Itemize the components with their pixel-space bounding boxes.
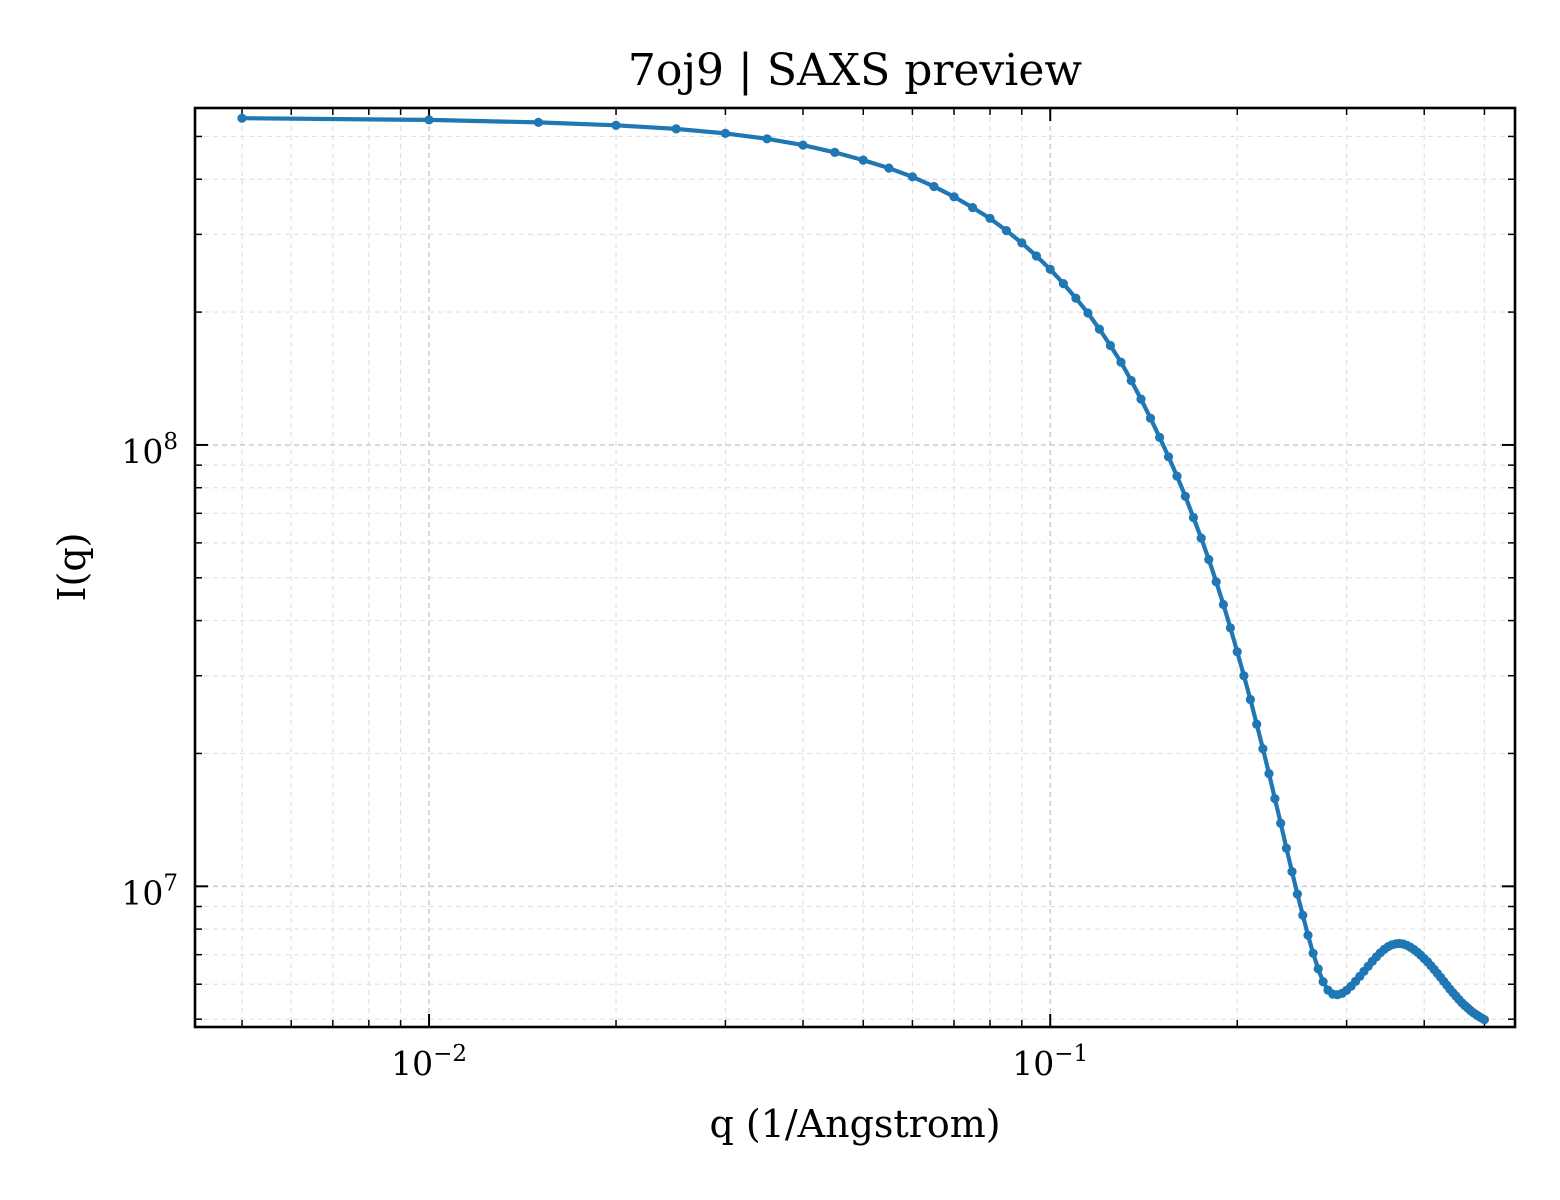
- data-point: [1211, 577, 1221, 587]
- data-point: [830, 147, 840, 157]
- data-point: [1276, 818, 1286, 828]
- data-point: [1308, 948, 1318, 958]
- data-point: [798, 140, 808, 150]
- data-point: [1303, 930, 1313, 940]
- data-point: [1479, 1015, 1489, 1025]
- data-point: [929, 181, 939, 192]
- data-point: [1298, 910, 1308, 920]
- y-tick-exponent: 8: [163, 429, 178, 455]
- y-tick-base: 10: [121, 432, 163, 471]
- data-point: [1264, 769, 1274, 779]
- data-point: [762, 134, 772, 144]
- x-tick-exponent: −1: [1054, 1041, 1088, 1067]
- data-point: [1218, 599, 1228, 610]
- data-point: [1225, 623, 1235, 633]
- data-point: [1292, 889, 1302, 899]
- data-point: [1136, 394, 1146, 404]
- data-point: [1252, 719, 1262, 729]
- data-point: [1318, 977, 1328, 987]
- data-point: [1094, 324, 1104, 334]
- x-tick-base: 10: [1012, 1044, 1054, 1083]
- chart-title: 7oj9 | SAXS preview: [628, 45, 1082, 96]
- data-point: [1313, 964, 1323, 974]
- data-point: [1163, 452, 1174, 462]
- data-point: [858, 155, 868, 165]
- data-point: [1245, 694, 1255, 705]
- data-point: [671, 124, 681, 134]
- data-point: [1116, 357, 1126, 367]
- data-point: [1105, 340, 1115, 351]
- data-point: [949, 192, 959, 202]
- data-point: [1287, 867, 1297, 877]
- y-tick-label: 108: [121, 429, 178, 471]
- data-point: [1126, 375, 1136, 386]
- data-point: [1083, 308, 1093, 318]
- data-point: [1071, 293, 1081, 303]
- data-point: [1045, 264, 1055, 274]
- data-point: [1232, 647, 1242, 657]
- data-point: [1001, 226, 1012, 236]
- data-point: [1058, 279, 1068, 289]
- data-point: [720, 128, 731, 138]
- data-point: [1031, 251, 1041, 261]
- x-axis-label: q (1/Angstrom): [709, 1102, 1000, 1146]
- y-tick-label: 107: [121, 870, 178, 912]
- series-layer: [237, 113, 1489, 1025]
- data-point: [1188, 512, 1198, 523]
- data-point: [424, 115, 434, 125]
- data-point: [1180, 491, 1190, 501]
- grid-lines: [195, 108, 1515, 1027]
- data-point: [1270, 794, 1280, 804]
- x-tick-label: 10−1: [1012, 1041, 1088, 1083]
- data-point: [884, 163, 894, 173]
- data-point: [1258, 744, 1268, 754]
- data-point: [1204, 554, 1214, 565]
- axis-ticks: [195, 108, 1515, 1027]
- data-point: [533, 117, 544, 127]
- data-point: [907, 172, 918, 182]
- data-point: [1196, 533, 1206, 543]
- x-tick-labels: 10−2 10−1: [391, 1041, 1088, 1083]
- x-tick-exponent: −2: [433, 1041, 467, 1067]
- plot-area-frame: [193, 106, 1517, 1029]
- data-point: [1239, 671, 1249, 681]
- y-tick-base: 10: [121, 873, 163, 912]
- data-point: [1017, 238, 1027, 248]
- x-tick-base: 10: [391, 1044, 433, 1083]
- data-point: [1145, 413, 1156, 423]
- data-point: [985, 213, 995, 223]
- data-point: [237, 113, 247, 123]
- y-axis-label: I(q): [50, 533, 94, 602]
- data-point: [1155, 432, 1165, 442]
- data-point: [1172, 471, 1182, 481]
- x-tick-label: 10−2: [391, 1041, 467, 1083]
- y-tick-exponent: 7: [163, 870, 178, 896]
- data-point: [968, 203, 978, 213]
- data-point: [1281, 843, 1291, 853]
- data-point: [611, 120, 621, 130]
